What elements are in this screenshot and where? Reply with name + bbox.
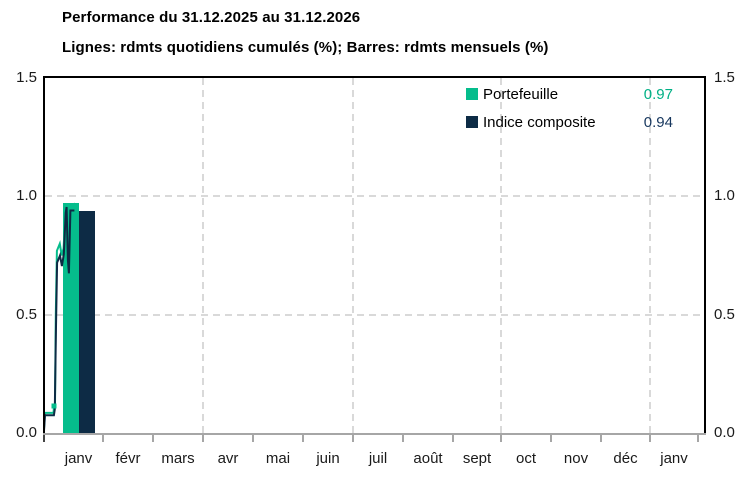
x-tick (102, 435, 104, 442)
x-tick (452, 435, 454, 442)
x-tick (352, 435, 354, 442)
x-grid-line (500, 78, 502, 433)
month-label-juin: juin (316, 450, 340, 467)
y-tick-label-right: 1.5 (714, 69, 735, 86)
month-label-avr: avr (217, 450, 239, 467)
month-label-aout: août (413, 450, 443, 467)
plot-border-left (43, 76, 45, 435)
chart-subtitle: Lignes: rdmts quotidiens cumulés (%); Ba… (62, 39, 549, 56)
y-tick-label-right: 1.0 (714, 187, 735, 205)
portfolio-legend-label: Portefeuille (483, 86, 559, 103)
portfolio-legend-value: 0.97 (643, 86, 673, 103)
month-label-oct: oct (515, 450, 536, 467)
x-grid-line (202, 78, 204, 433)
x-tick (649, 435, 651, 442)
x-tick (697, 435, 699, 442)
portfolio-legend-swatch (466, 88, 478, 100)
y-tick-label-left: 1.5 (16, 69, 37, 86)
y-grid-line (45, 313, 704, 316)
x-tick (500, 435, 502, 442)
y-grid-line (45, 195, 704, 198)
x-tick (550, 435, 552, 442)
x-tick (43, 435, 45, 442)
y-tick-label-left: 0.0 (16, 424, 37, 441)
index-legend-label: Indice composite (483, 114, 596, 131)
month-label-janv: janv (660, 450, 688, 467)
x-axis-line (43, 433, 706, 435)
line-start-marker (51, 403, 57, 409)
x-tick (302, 435, 304, 442)
index-legend-swatch (466, 116, 478, 128)
x-tick (600, 435, 602, 442)
month-label-nov: nov (563, 450, 589, 467)
x-tick (152, 435, 154, 442)
plot-border-top (43, 76, 706, 78)
chart-title: Performance du 31.12.2025 au 31.12.2026 (62, 9, 361, 26)
month-label-dec: déc (613, 450, 638, 467)
y-tick-label-left: 1.0 (16, 187, 37, 205)
index-legend-value: 0.94 (643, 114, 673, 131)
month-label-mai: mai (265, 450, 291, 467)
y-tick-label-right: 0.0 (714, 424, 735, 441)
month-label-mars: mars (161, 450, 195, 467)
y-tick-label-left: 0.5 (16, 305, 37, 323)
month-label-sept: sept (462, 450, 492, 467)
x-tick (202, 435, 204, 442)
x-grid-line (649, 78, 651, 433)
month-label-fevr: févr (115, 450, 141, 467)
month-label-juil: juil (368, 450, 388, 467)
x-grid-line (352, 78, 354, 433)
portfolio-bar (63, 203, 79, 433)
x-tick (252, 435, 254, 442)
x-tick (402, 435, 404, 442)
y-tick-label-right: 0.5 (714, 305, 735, 323)
month-label-janv: janv (64, 450, 93, 467)
index-bar (79, 210, 95, 433)
plot-border-right (704, 76, 706, 435)
